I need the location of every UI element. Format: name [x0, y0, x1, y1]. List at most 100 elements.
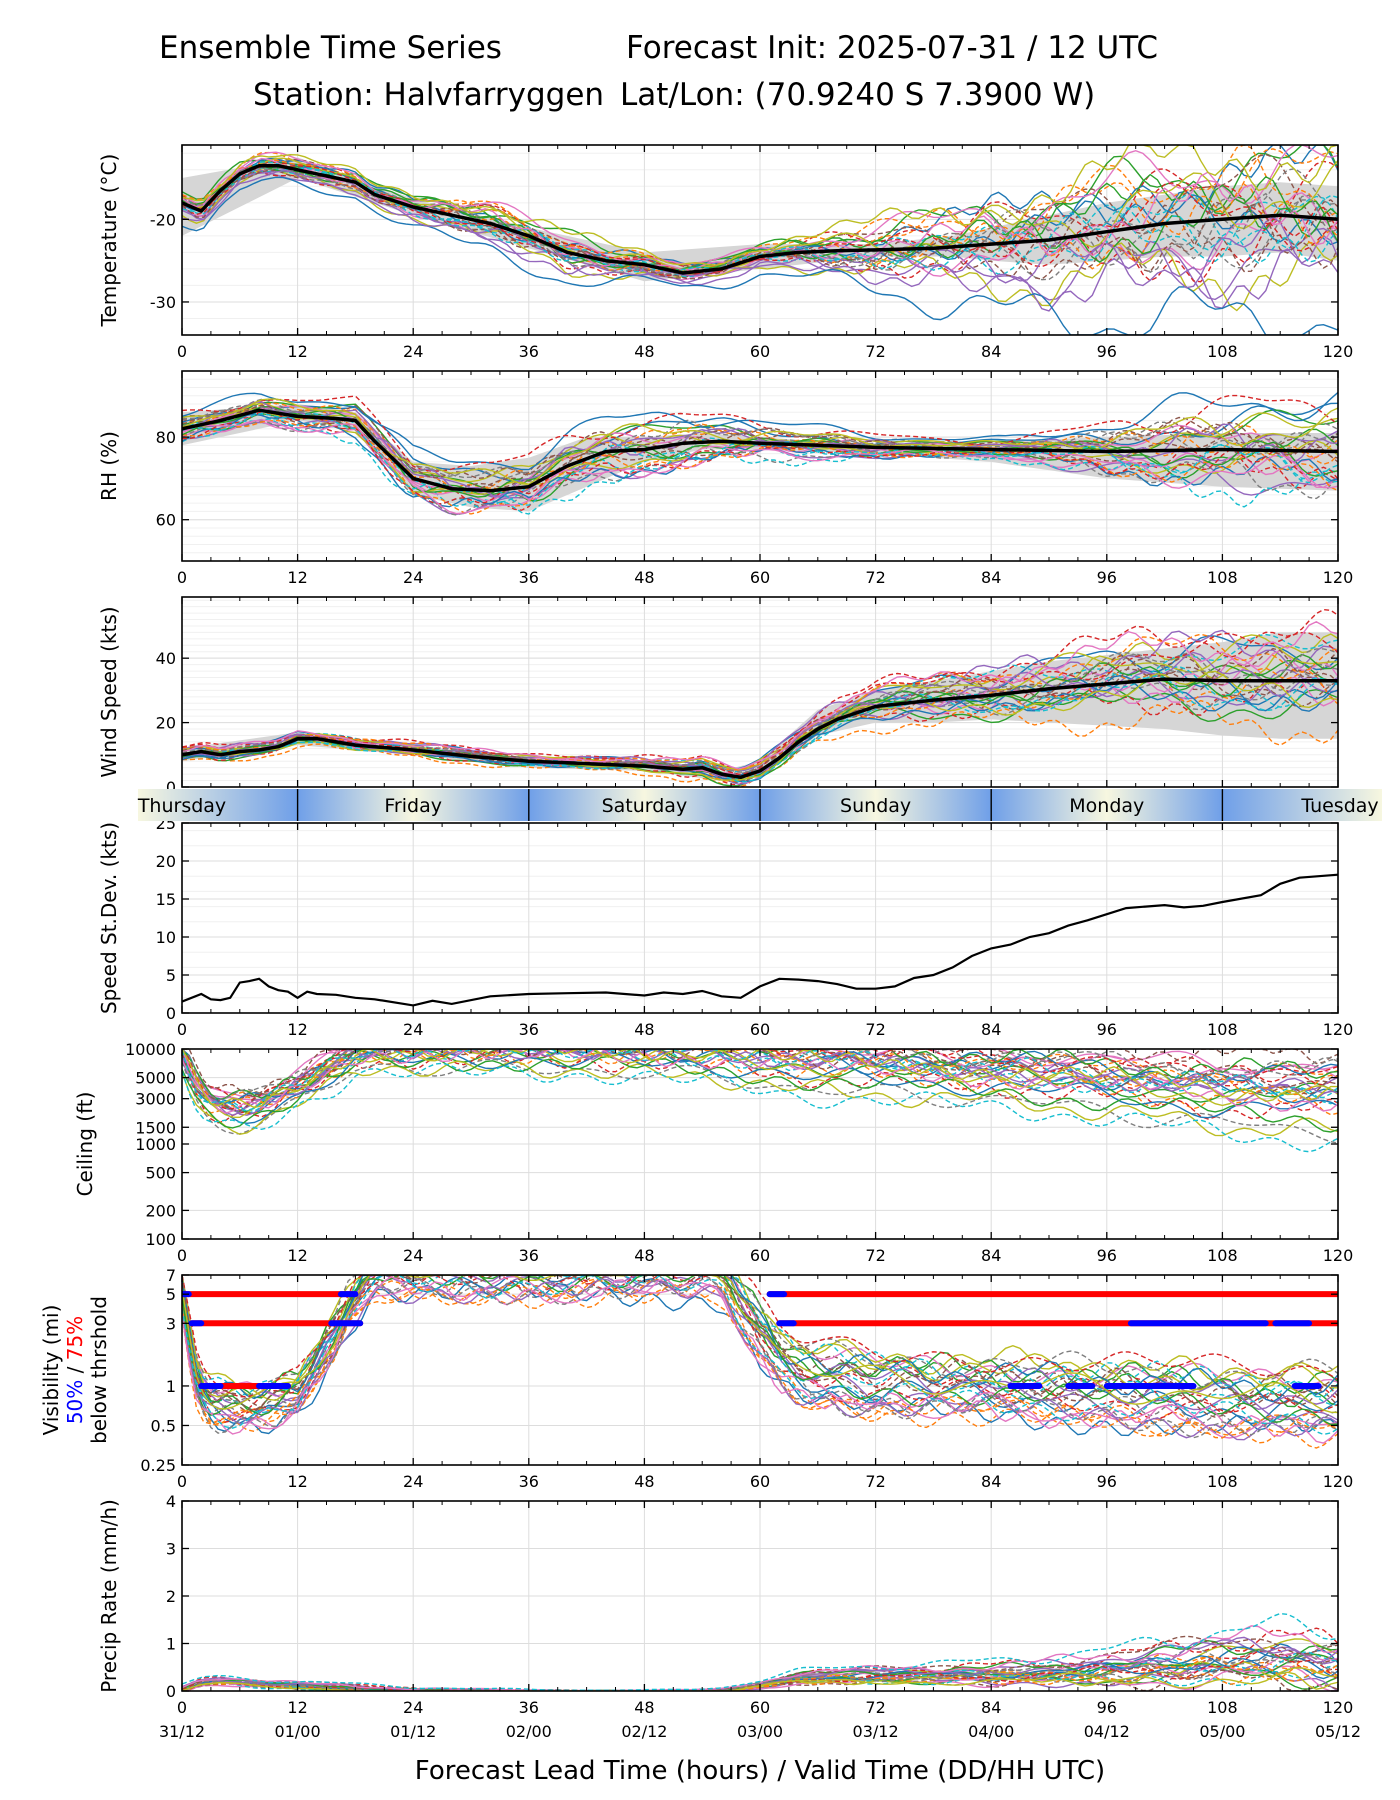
x-tick-label: 48 [634, 1472, 654, 1491]
ensemble-member-line [182, 1049, 1338, 1110]
x-tick-label: 72 [865, 1472, 885, 1491]
x-tick-label: 60 [750, 1472, 770, 1491]
y-axis-label: Wind Speed (kts) [97, 606, 121, 777]
panel-wind_speed: 0 20 40 Wind Speed (kts) [97, 596, 1339, 797]
x-tick-label: 24 [403, 342, 423, 361]
day-bar-segment [297, 789, 529, 821]
y-tick-label: 15 [156, 890, 176, 909]
day-bar-segment [1222, 789, 1382, 821]
x-tick-label: 108 [1207, 1472, 1238, 1491]
y-axis-legend: 50% / 75% [63, 1316, 87, 1424]
y-axis-label: Visibility (mi) [39, 1305, 63, 1436]
station-label: Station: Halvfarryggen [253, 77, 605, 113]
ensemble-member-line [182, 1275, 1338, 1414]
ensemble-member-line [182, 1062, 1338, 1153]
y-tick-label: 10 [156, 928, 176, 947]
x-tick-label: 0 [177, 342, 187, 361]
y-tick-label: 0.25 [140, 1456, 176, 1475]
x-tick-label: 96 [1097, 342, 1117, 361]
x-tick-label: 48 [634, 1246, 654, 1265]
y-tick-label: 5 [166, 1285, 176, 1304]
chart-title: Ensemble Time Series [159, 30, 502, 66]
ensemble-member-line [182, 1275, 1338, 1436]
y-tick-label: 4 [166, 1492, 176, 1511]
x-tick-label: 96 [1097, 1246, 1117, 1265]
ensemble-member-line [182, 651, 1338, 779]
x-tick-label: 96 [1097, 1698, 1117, 1717]
x-tick-label: 36 [519, 342, 539, 361]
x-tick-label: 108 [1207, 1246, 1238, 1265]
x-tick-label: 48 [634, 1020, 654, 1039]
x-tick-label: 108 [1207, 1698, 1238, 1717]
y-axis-label: Ceiling (ft) [73, 1092, 97, 1197]
y-axis-label: RH (%) [97, 431, 121, 501]
legend-part: 75% [63, 1316, 87, 1360]
x-axis-label: Forecast Lead Time (hours) / Valid Time … [415, 1756, 1105, 1786]
ensemble-member-line [182, 405, 1338, 490]
ensemble-member-line [182, 404, 1338, 479]
x-tick-label: 120 [1323, 1246, 1354, 1265]
y-tick-label: 80 [156, 428, 176, 447]
x-tick-label: 72 [865, 1246, 885, 1265]
ensemble-member-line [182, 165, 1338, 273]
y-tick-label: 1 [166, 1635, 176, 1654]
plot-area-temperature [182, 145, 1338, 335]
plot-area-visibility [182, 1275, 1338, 1465]
valid-time-label: 04/12 [1084, 1722, 1130, 1741]
y-tick-label: 0 [166, 1004, 176, 1023]
ensemble-member-line [182, 1049, 1338, 1104]
x-tick-label: 60 [750, 342, 770, 361]
y-tick-label: 3 [166, 1314, 176, 1333]
ensemble-member-line [182, 169, 1338, 312]
x-tick-label: 60 [750, 1246, 770, 1265]
x-tick-label: 12 [287, 1698, 307, 1717]
ensemble-member-line [182, 667, 1338, 782]
x-tick-label: 72 [865, 1020, 885, 1039]
ensemble-member-line [182, 161, 1338, 280]
x-tick-label: 0 [177, 1246, 187, 1265]
ensemble-mean-line [182, 408, 1338, 493]
ensemble-member-line [182, 412, 1338, 506]
latlon-label: Lat/Lon: (70.9240 S 7.3900 W) [620, 77, 1096, 113]
x-tick-label: 24 [403, 1698, 423, 1717]
x-tick-label: 24 [403, 1020, 423, 1039]
x-tick-label: 48 [634, 342, 654, 361]
ensemble-member-line [182, 410, 1338, 505]
ensemble-member-line [182, 1612, 1338, 1691]
valid-time-label: 31/12 [159, 1722, 205, 1741]
x-tick-label: 96 [1097, 1472, 1117, 1491]
x-tick-label: 12 [287, 1020, 307, 1039]
y-tick-label: 2 [166, 1587, 176, 1606]
ensemble-member-line [182, 1049, 1338, 1105]
valid-time-label: 03/00 [737, 1722, 783, 1741]
y-tick-label: 3000 [135, 1090, 176, 1109]
ensemble-spread-band [182, 632, 1338, 781]
valid-time-label: 02/12 [621, 1722, 667, 1741]
y-tick-label: 10000 [125, 1040, 176, 1059]
x-tick-label: 0 [177, 568, 187, 587]
ensemble-member-line [182, 1275, 1338, 1423]
x-tick-label: 12 [287, 1246, 307, 1265]
x-tick-label: 108 [1207, 342, 1238, 361]
forecast-init-label: Forecast Init: 2025-07-31 / 12 UTC [626, 30, 1158, 66]
day-label: Friday [384, 795, 442, 817]
y-tick-label: 0 [166, 1682, 176, 1701]
y-tick-label: -20 [150, 210, 176, 229]
panel-temperature: 0 12 24 36 48 60 72 84 96 108 120 -30 -20 Temperature… [97, 144, 1354, 361]
ensemble-member-line [182, 1275, 1338, 1403]
ensemble-member-line [182, 145, 1338, 272]
valid-time-label: 01/00 [275, 1722, 321, 1741]
valid-time-label: 01/12 [390, 1722, 436, 1741]
x-tick-label: 36 [519, 1698, 539, 1717]
x-tick-label: 48 [634, 568, 654, 587]
valid-time-label: 02/00 [506, 1722, 552, 1741]
valid-time-label: 03/12 [853, 1722, 899, 1741]
x-tick-label: 0 [177, 1020, 187, 1039]
x-tick-label: 120 [1323, 342, 1354, 361]
ensemble-member-line [182, 1049, 1338, 1119]
ensemble-member-line [182, 413, 1338, 508]
ensemble-member-line [182, 145, 1338, 265]
y-tick-label: 1 [166, 1377, 176, 1396]
ensemble-member-line [182, 1275, 1338, 1415]
